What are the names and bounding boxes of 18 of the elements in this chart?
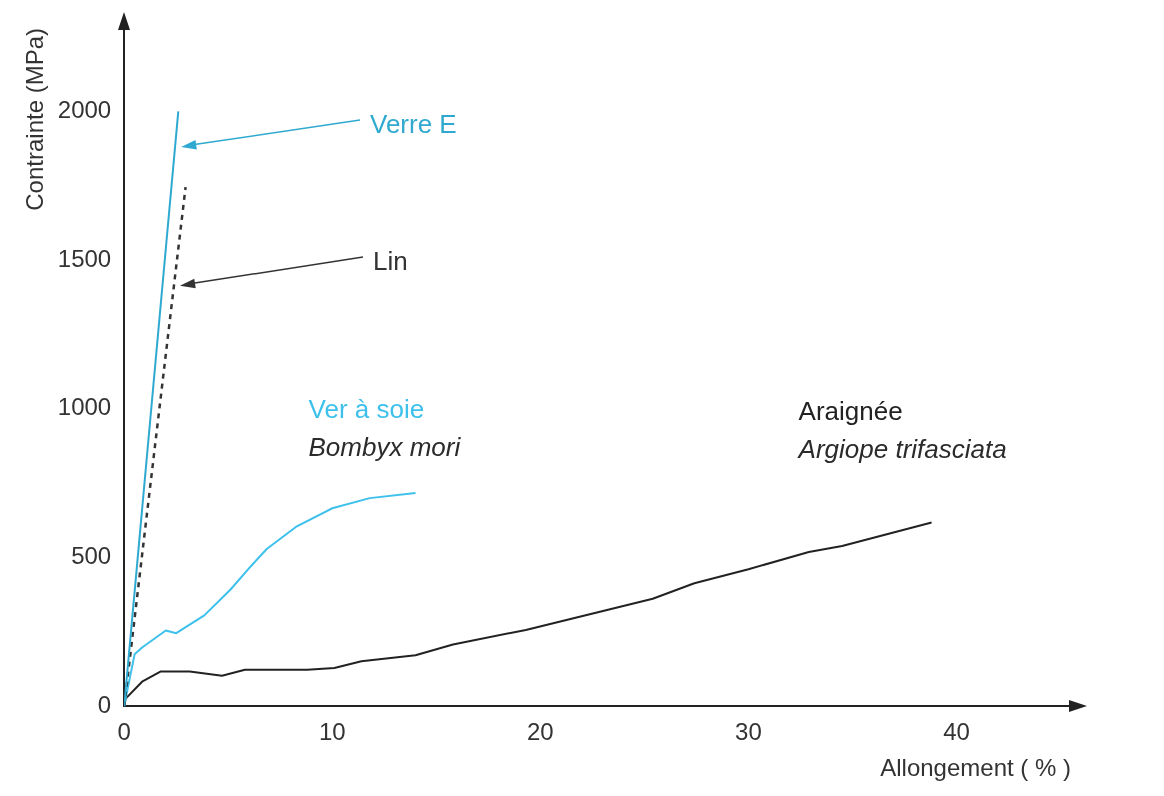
y-tick-label: 0 <box>97 691 112 719</box>
y-axis-title: Contrainte (MPa) <box>21 28 49 211</box>
x-axis-title: Allongement ( % ) <box>880 754 1071 782</box>
annotation: Argiope trifasciata <box>796 433 1007 464</box>
x-tick-label: 30 <box>735 718 762 746</box>
y-tick-label: 1500 <box>57 244 112 272</box>
x-tick-label: 10 <box>318 718 346 746</box>
y-tick-label: 2000 <box>57 95 112 123</box>
text: Verre E <box>370 109 457 140</box>
x-tick-label: 20 <box>527 718 554 746</box>
text: Ver à soie <box>308 394 425 425</box>
y-tick-label: 1000 <box>57 393 112 421</box>
text: Lin <box>373 246 408 277</box>
x-tick-label: 40 <box>943 718 970 746</box>
annotation: Bombyx mori <box>308 432 462 463</box>
x-tick-label: 0 <box>117 718 131 746</box>
y-tick-label: 500 <box>71 542 112 570</box>
text: Araignée <box>798 395 903 426</box>
